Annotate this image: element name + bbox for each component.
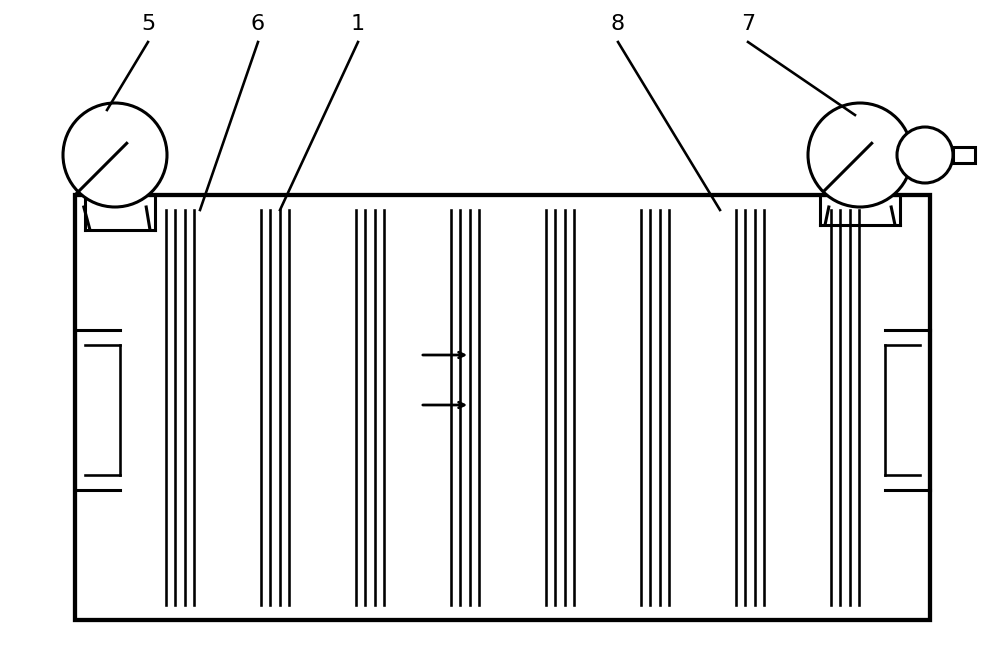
Bar (953, 147, 975, 163)
Text: 7: 7 (741, 14, 755, 34)
Text: 6: 6 (251, 14, 265, 34)
Text: 5: 5 (141, 14, 155, 34)
Circle shape (808, 103, 912, 207)
Text: 8: 8 (611, 14, 625, 34)
Text: 1: 1 (351, 14, 365, 34)
Bar (75, 195, 930, 620)
Circle shape (897, 127, 953, 183)
Circle shape (63, 103, 167, 207)
